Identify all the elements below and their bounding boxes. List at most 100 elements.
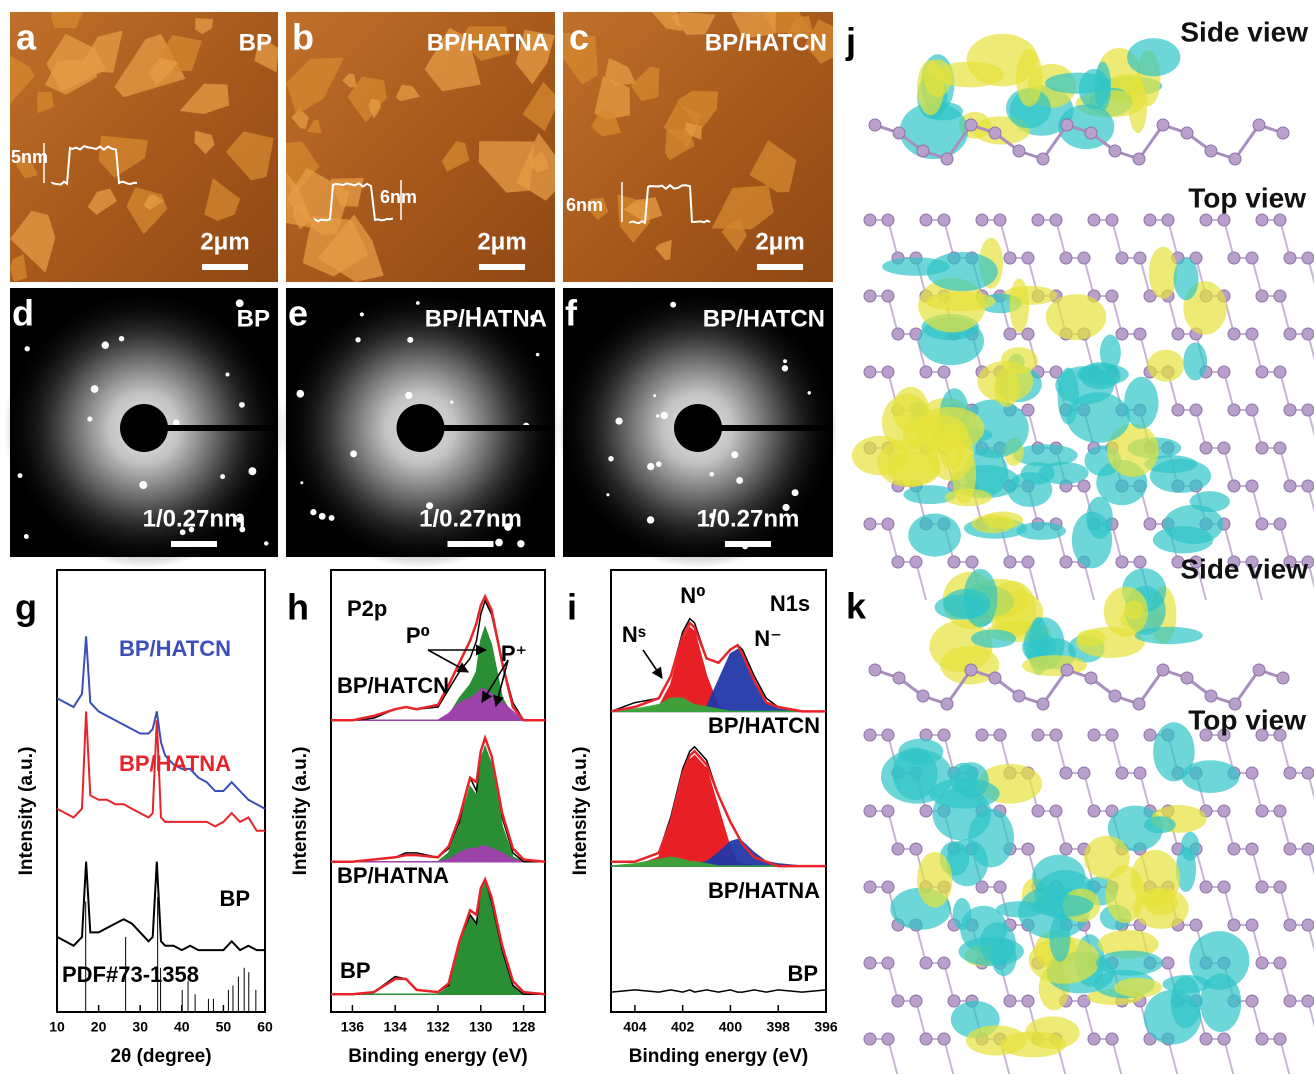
atom [1134, 328, 1146, 340]
scale-bar [757, 264, 803, 270]
atom [1284, 404, 1296, 416]
atom [965, 119, 977, 131]
atom [989, 672, 1001, 684]
atom [1078, 767, 1090, 779]
spot [731, 451, 738, 458]
atom [1088, 729, 1100, 741]
isosurface [1182, 760, 1240, 793]
atom [1106, 214, 1118, 226]
reference-label: PDF#73-1358 [62, 962, 199, 987]
atom [882, 729, 894, 741]
atom [1116, 328, 1128, 340]
atom [1162, 214, 1174, 226]
page: BP / HATNA / HATCN figure html, body { m… [0, 0, 1314, 1074]
atom [1032, 729, 1044, 741]
atom [1157, 664, 1169, 676]
peak-annotation: P⁰ [406, 623, 430, 648]
panel-letter: i [567, 587, 577, 628]
atom [1200, 442, 1212, 454]
peak-annotation: P⁺ [501, 641, 527, 666]
atom [1022, 252, 1034, 264]
atom [1078, 480, 1090, 492]
atom [1274, 805, 1286, 817]
isosurface [1077, 364, 1129, 386]
atom [1106, 1033, 1118, 1045]
isosurface [959, 937, 1024, 966]
spot [24, 534, 29, 539]
atom [1088, 1033, 1100, 1045]
atom [892, 995, 904, 1007]
spot [91, 385, 99, 393]
spot [783, 359, 787, 363]
atom [989, 127, 1001, 139]
atom [1060, 556, 1072, 568]
atom [920, 957, 932, 969]
x-tick-label: 30 [132, 1019, 148, 1035]
beam-block [397, 404, 445, 452]
view-label: Side view [1180, 553, 1308, 584]
isosurface [1067, 392, 1130, 443]
atom [920, 1033, 932, 1045]
isosurface [1010, 279, 1030, 333]
atom [1228, 328, 1240, 340]
spot [102, 341, 110, 349]
spot [248, 467, 256, 475]
x-tick-label: 396 [814, 1019, 838, 1035]
atom [1277, 672, 1289, 684]
panel-title: BP/HATCN [703, 305, 825, 332]
isosurface [917, 60, 944, 116]
spot [350, 450, 357, 457]
atom [869, 664, 881, 676]
panel-letter: d [12, 293, 34, 334]
atom [1200, 214, 1212, 226]
atom [1302, 995, 1314, 1007]
atom [1228, 404, 1240, 416]
x-tick-label: 132 [426, 1019, 450, 1035]
atom [1256, 442, 1268, 454]
atom [1228, 919, 1240, 931]
atom [1085, 127, 1097, 139]
panel-letter: f [565, 293, 578, 334]
atom [1050, 214, 1062, 226]
atom [1274, 1033, 1286, 1045]
atom [920, 214, 932, 226]
atom [1144, 518, 1156, 530]
atom [1013, 145, 1025, 157]
atom [1256, 957, 1268, 969]
atom [1022, 843, 1034, 855]
atom [1274, 366, 1286, 378]
isosurface [935, 595, 988, 620]
atom [1134, 556, 1146, 568]
panel-letter: b [292, 17, 314, 58]
isosurface [1000, 1031, 1066, 1057]
spot [407, 337, 413, 343]
isosurface [1150, 459, 1211, 493]
atom [1302, 480, 1314, 492]
x-tick-label: 40 [174, 1019, 190, 1035]
panel-title: BP/HATCN [705, 29, 827, 56]
atom [1200, 881, 1212, 893]
spot [405, 392, 412, 399]
scale-bar [725, 541, 771, 547]
atom [1284, 995, 1296, 1007]
x-tick-label: 402 [671, 1019, 695, 1035]
beam-block [674, 404, 722, 452]
atom [864, 518, 876, 530]
spot [656, 461, 662, 467]
spot [792, 489, 799, 496]
atom [882, 214, 894, 226]
atom [1133, 698, 1145, 710]
atom [920, 366, 932, 378]
x-tick-label: 50 [216, 1019, 232, 1035]
atom [882, 805, 894, 817]
x-tick-label: 10 [49, 1019, 65, 1035]
atom [1157, 119, 1169, 131]
atom [1144, 214, 1156, 226]
spot [495, 539, 503, 547]
atom [1256, 1033, 1268, 1045]
panel-letter: c [569, 17, 589, 58]
atom [910, 995, 922, 1007]
isosurface [1016, 49, 1043, 107]
isosurface [994, 368, 1020, 407]
atom [1133, 153, 1145, 165]
